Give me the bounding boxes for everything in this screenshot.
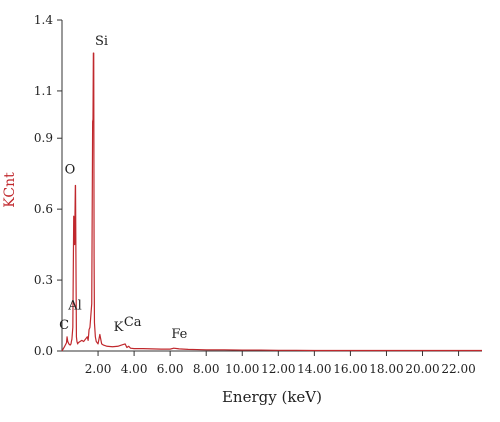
x-tick-label: 14.00 — [297, 362, 331, 376]
x-tick-label: 16.00 — [333, 362, 367, 376]
x-tick-label: 12.00 — [261, 362, 295, 376]
peak-label: Ca — [124, 315, 142, 330]
x-tick-label: 8.00 — [193, 362, 220, 376]
y-tick-label: 0.3 — [34, 273, 53, 287]
peak-label: C — [59, 318, 69, 333]
x-tick-label: 2.00 — [85, 362, 112, 376]
peak-label: Si — [95, 34, 108, 49]
y-tick-label: 0.0 — [34, 344, 53, 358]
annotations: C O Al Si K Ca Fe — [59, 34, 188, 342]
axis-ticks: 0.00.30.60.91.11.42.00 4.00 6.00 8.00 10.00 1… — [34, 13, 476, 376]
x-tick-label: 18.00 — [369, 362, 403, 376]
series-layer — [61, 52, 482, 352]
peak-label: O — [65, 163, 76, 178]
x-tick-label: 6.00 — [157, 362, 184, 376]
x-tick-label: 4.00 — [121, 362, 148, 376]
peak-label: Al — [67, 299, 82, 314]
y-axis-label: KCnt — [2, 172, 18, 208]
y-tick-label: 0.9 — [34, 131, 53, 145]
y-tick-label: 1.4 — [34, 13, 53, 27]
peak-label: K — [114, 320, 124, 335]
peak-label: Fe — [171, 327, 187, 342]
x-tick-label: 20.00 — [405, 362, 439, 376]
y-tick-label: 1.1 — [34, 84, 53, 98]
x-tick-label: 22.00 — [441, 362, 475, 376]
y-tick-label: 0.6 — [34, 202, 53, 216]
axes — [61, 20, 482, 352]
spectrum-line — [61, 52, 482, 352]
x-tick-label: 10.00 — [225, 362, 259, 376]
x-axis-label: Energy (keV) — [222, 388, 322, 406]
